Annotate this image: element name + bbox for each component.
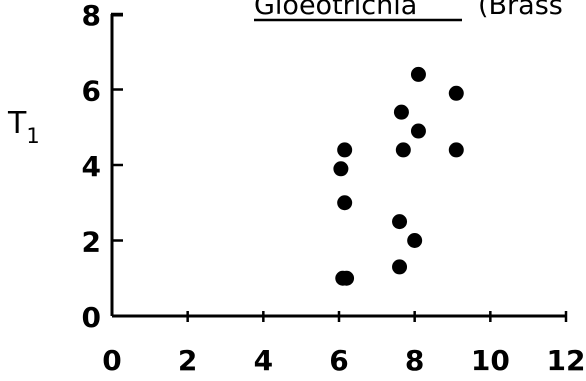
y-tick-label: 6 bbox=[82, 75, 101, 108]
data-point bbox=[337, 142, 353, 158]
y-tick-label: 8 bbox=[82, 0, 101, 32]
x-tick-label: 2 bbox=[178, 344, 197, 377]
y-axis-label-subscript: 1 bbox=[26, 124, 39, 148]
y-tick-label: 0 bbox=[82, 301, 101, 334]
data-point bbox=[392, 214, 408, 230]
data-point bbox=[448, 85, 464, 101]
x-tick-label: 6 bbox=[329, 344, 348, 377]
y-tick-label: 4 bbox=[82, 150, 101, 183]
x-tick-label: 8 bbox=[405, 344, 424, 377]
data-point bbox=[410, 66, 426, 82]
data-point bbox=[407, 233, 423, 248]
data-point bbox=[337, 195, 353, 211]
data-point bbox=[393, 104, 409, 120]
data-point bbox=[339, 270, 355, 286]
x-tick-label: 4 bbox=[254, 344, 273, 377]
chart-title: Gloeotrichia bbox=[254, 0, 417, 21]
chart-title-suffix: (Brass bbox=[478, 0, 563, 21]
x-tick-label: 0 bbox=[102, 344, 121, 377]
y-axis-label-main: T bbox=[7, 106, 27, 141]
data-point bbox=[333, 161, 349, 177]
x-tick-label: 10 bbox=[471, 344, 510, 377]
data-point bbox=[410, 123, 426, 139]
data-point bbox=[395, 142, 411, 158]
data-point bbox=[448, 142, 464, 158]
y-tick-label: 2 bbox=[82, 226, 101, 259]
axis-ticks: 0 2 4 6 8 10 12 0 2 4 6 8 bbox=[82, 0, 586, 377]
data-points bbox=[333, 66, 464, 286]
x-tick-label: 12 bbox=[547, 344, 586, 377]
data-point bbox=[392, 259, 408, 275]
y-axis-label: T1 bbox=[7, 106, 40, 148]
